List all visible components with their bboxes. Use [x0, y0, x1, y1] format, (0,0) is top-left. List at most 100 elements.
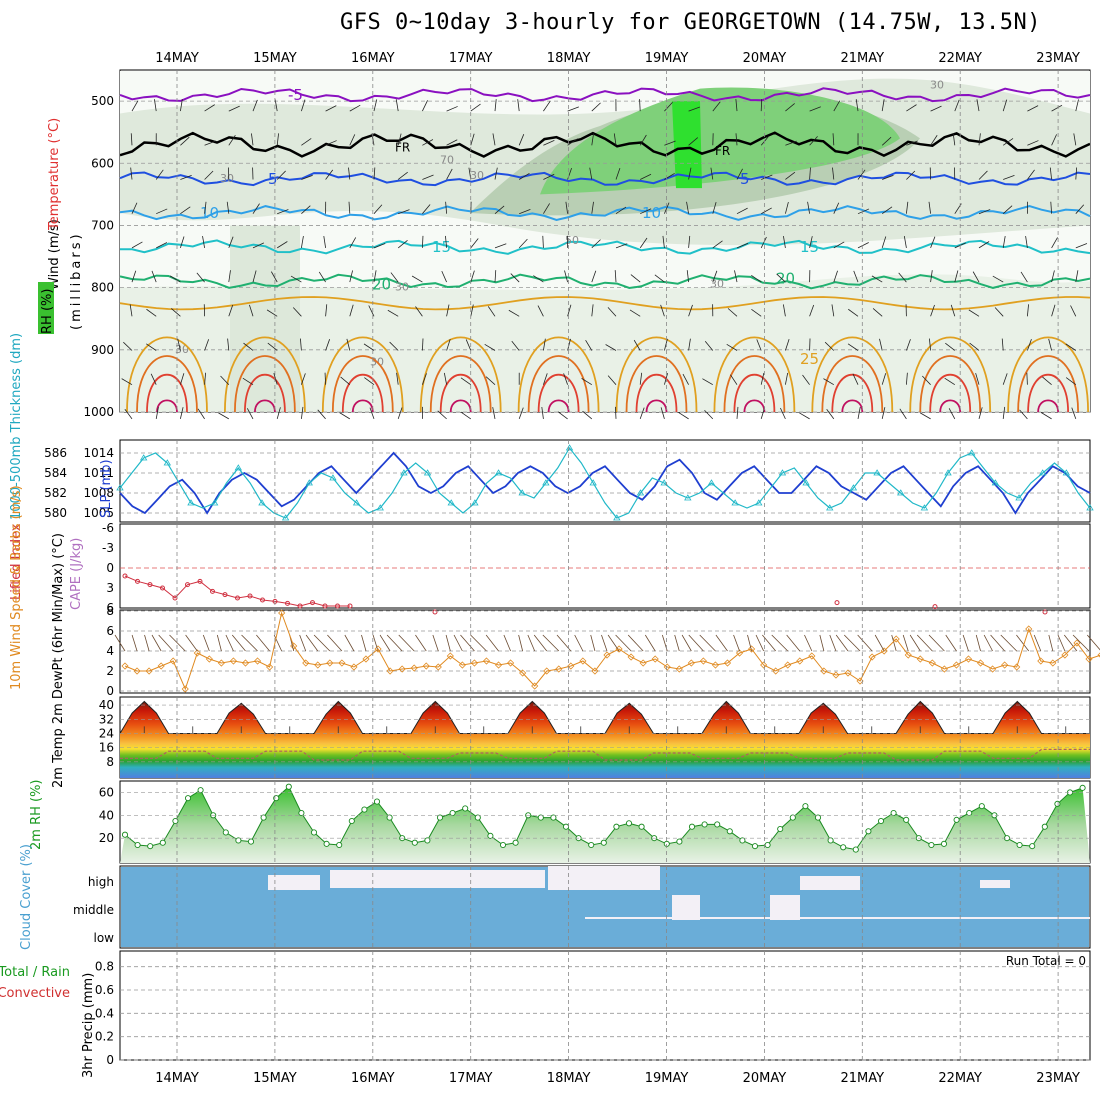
- temp-tick-label: 32: [99, 712, 114, 726]
- surface-wind-barb: [615, 634, 632, 652]
- wind-barb: [445, 201, 447, 214]
- rh-marker: [802, 803, 809, 810]
- wind-barb: [146, 308, 157, 317]
- wind-speed-marker: [374, 645, 382, 653]
- wind-barb: [688, 137, 699, 146]
- panel-frame-wind: [119, 609, 1091, 694]
- wind-barb: [906, 140, 918, 146]
- date-label-bottom: 23MAY: [1036, 1071, 1080, 1086]
- wind-barb: [156, 242, 168, 249]
- wind-barb: [204, 339, 210, 351]
- wind-speed-marker: [1013, 663, 1021, 671]
- wind-barb: [688, 304, 693, 317]
- surface-wind-barb: [829, 634, 837, 652]
- date-label-top: 17MAY: [449, 51, 493, 66]
- wind-barb: [373, 167, 376, 180]
- wind-speed-marker: [1025, 625, 1033, 633]
- wind-barb: [323, 235, 326, 248]
- rh-marker: [386, 814, 393, 821]
- slp-tick-label: 1005: [83, 506, 114, 520]
- wind-barb: [930, 236, 936, 249]
- wind-speed-marker: [820, 667, 828, 675]
- wind-barb: [785, 171, 796, 180]
- rh-axis-label: RH (%): [40, 289, 55, 334]
- wind-barb: [1051, 134, 1057, 146]
- wind-barb: [1025, 235, 1028, 248]
- precip-axis-label: 3hr Precip (mm): [81, 973, 96, 1078]
- surface-wind-barb: [361, 634, 367, 652]
- wind-barb: [252, 242, 265, 249]
- surface-wind-barb: [344, 634, 355, 652]
- wind-barb: [589, 167, 593, 180]
- wind-barb: [228, 304, 234, 317]
- wind-barb: [785, 103, 795, 112]
- surface-wind-barb: [590, 634, 596, 652]
- wind-barb: [387, 309, 399, 317]
- wind-barb: [906, 201, 909, 214]
- surface-wind-barb: [962, 634, 969, 652]
- wind-barb: [363, 343, 375, 351]
- wind-barb: [437, 410, 447, 420]
- wind-barb: [150, 373, 157, 385]
- thickness-marker: [423, 469, 432, 476]
- rh-marker: [285, 783, 292, 790]
- wind-barb: [276, 170, 286, 180]
- wind-barb: [1049, 167, 1052, 180]
- cloud-level-label: high: [88, 875, 114, 889]
- panel-frame-thick: [119, 439, 1091, 523]
- wind-barb: [664, 102, 673, 112]
- rh-marker: [688, 823, 696, 830]
- wind-barb: [954, 99, 960, 112]
- surface-wind-barb: [1000, 634, 1017, 652]
- wind-barb: [640, 173, 652, 180]
- surface-wind-barb: [843, 634, 861, 652]
- wind-barb: [660, 304, 665, 317]
- date-label-bottom: 20MAY: [743, 1071, 787, 1086]
- wind-barb: [249, 304, 254, 317]
- rh-marker: [562, 823, 570, 830]
- wind-barb: [1051, 304, 1056, 317]
- wind-barb: [1071, 407, 1077, 420]
- wind-barb: [242, 377, 254, 386]
- wind-barb: [1019, 409, 1028, 420]
- wind-barb: [785, 140, 797, 146]
- surface-wind-barb: [241, 634, 258, 652]
- thickness-marker: [991, 479, 1000, 486]
- wind-barb: [470, 238, 479, 249]
- wind-barb: [639, 407, 645, 420]
- wind-speed-marker: [386, 667, 394, 675]
- wind-barb: [565, 201, 568, 214]
- wind-barb: [517, 99, 520, 112]
- li-tick-label: -3: [102, 541, 114, 555]
- wind-barb: [446, 304, 450, 317]
- wind-barb: [950, 304, 956, 317]
- surface-wind-barb: [470, 634, 487, 652]
- wind-barb: [607, 375, 617, 385]
- thickness-axis-label: 1000-500mb Thickness (dm): [9, 333, 24, 520]
- wind-barb: [903, 236, 907, 248]
- bl-temp-contour: [615, 336, 698, 413]
- wind-barb: [832, 133, 835, 146]
- wind-barb: [180, 136, 190, 146]
- li-tick-label: -6: [102, 521, 114, 535]
- wind-barb: [978, 209, 991, 215]
- wind-barb: [1026, 372, 1028, 385]
- surface-wind-barb: [1086, 634, 1100, 651]
- rh-marker: [764, 841, 771, 849]
- wind-barb: [180, 206, 191, 215]
- wind-barb: [246, 408, 254, 420]
- thickness-line: [119, 446, 1091, 519]
- wind-barb: [802, 374, 810, 385]
- li-line: [124, 575, 350, 607]
- wind-barb: [398, 209, 410, 215]
- temperature-axis-label: Temperature (°C): [47, 118, 62, 231]
- wind-speed-marker: [121, 662, 129, 670]
- rh-marker: [865, 828, 872, 835]
- wind-speed-marker: [1001, 661, 1009, 669]
- rh-marker: [159, 839, 166, 846]
- wind-barb: [591, 102, 601, 112]
- rh-marker: [676, 838, 683, 845]
- wind-barb: [948, 408, 956, 420]
- wind-barb: [228, 270, 231, 283]
